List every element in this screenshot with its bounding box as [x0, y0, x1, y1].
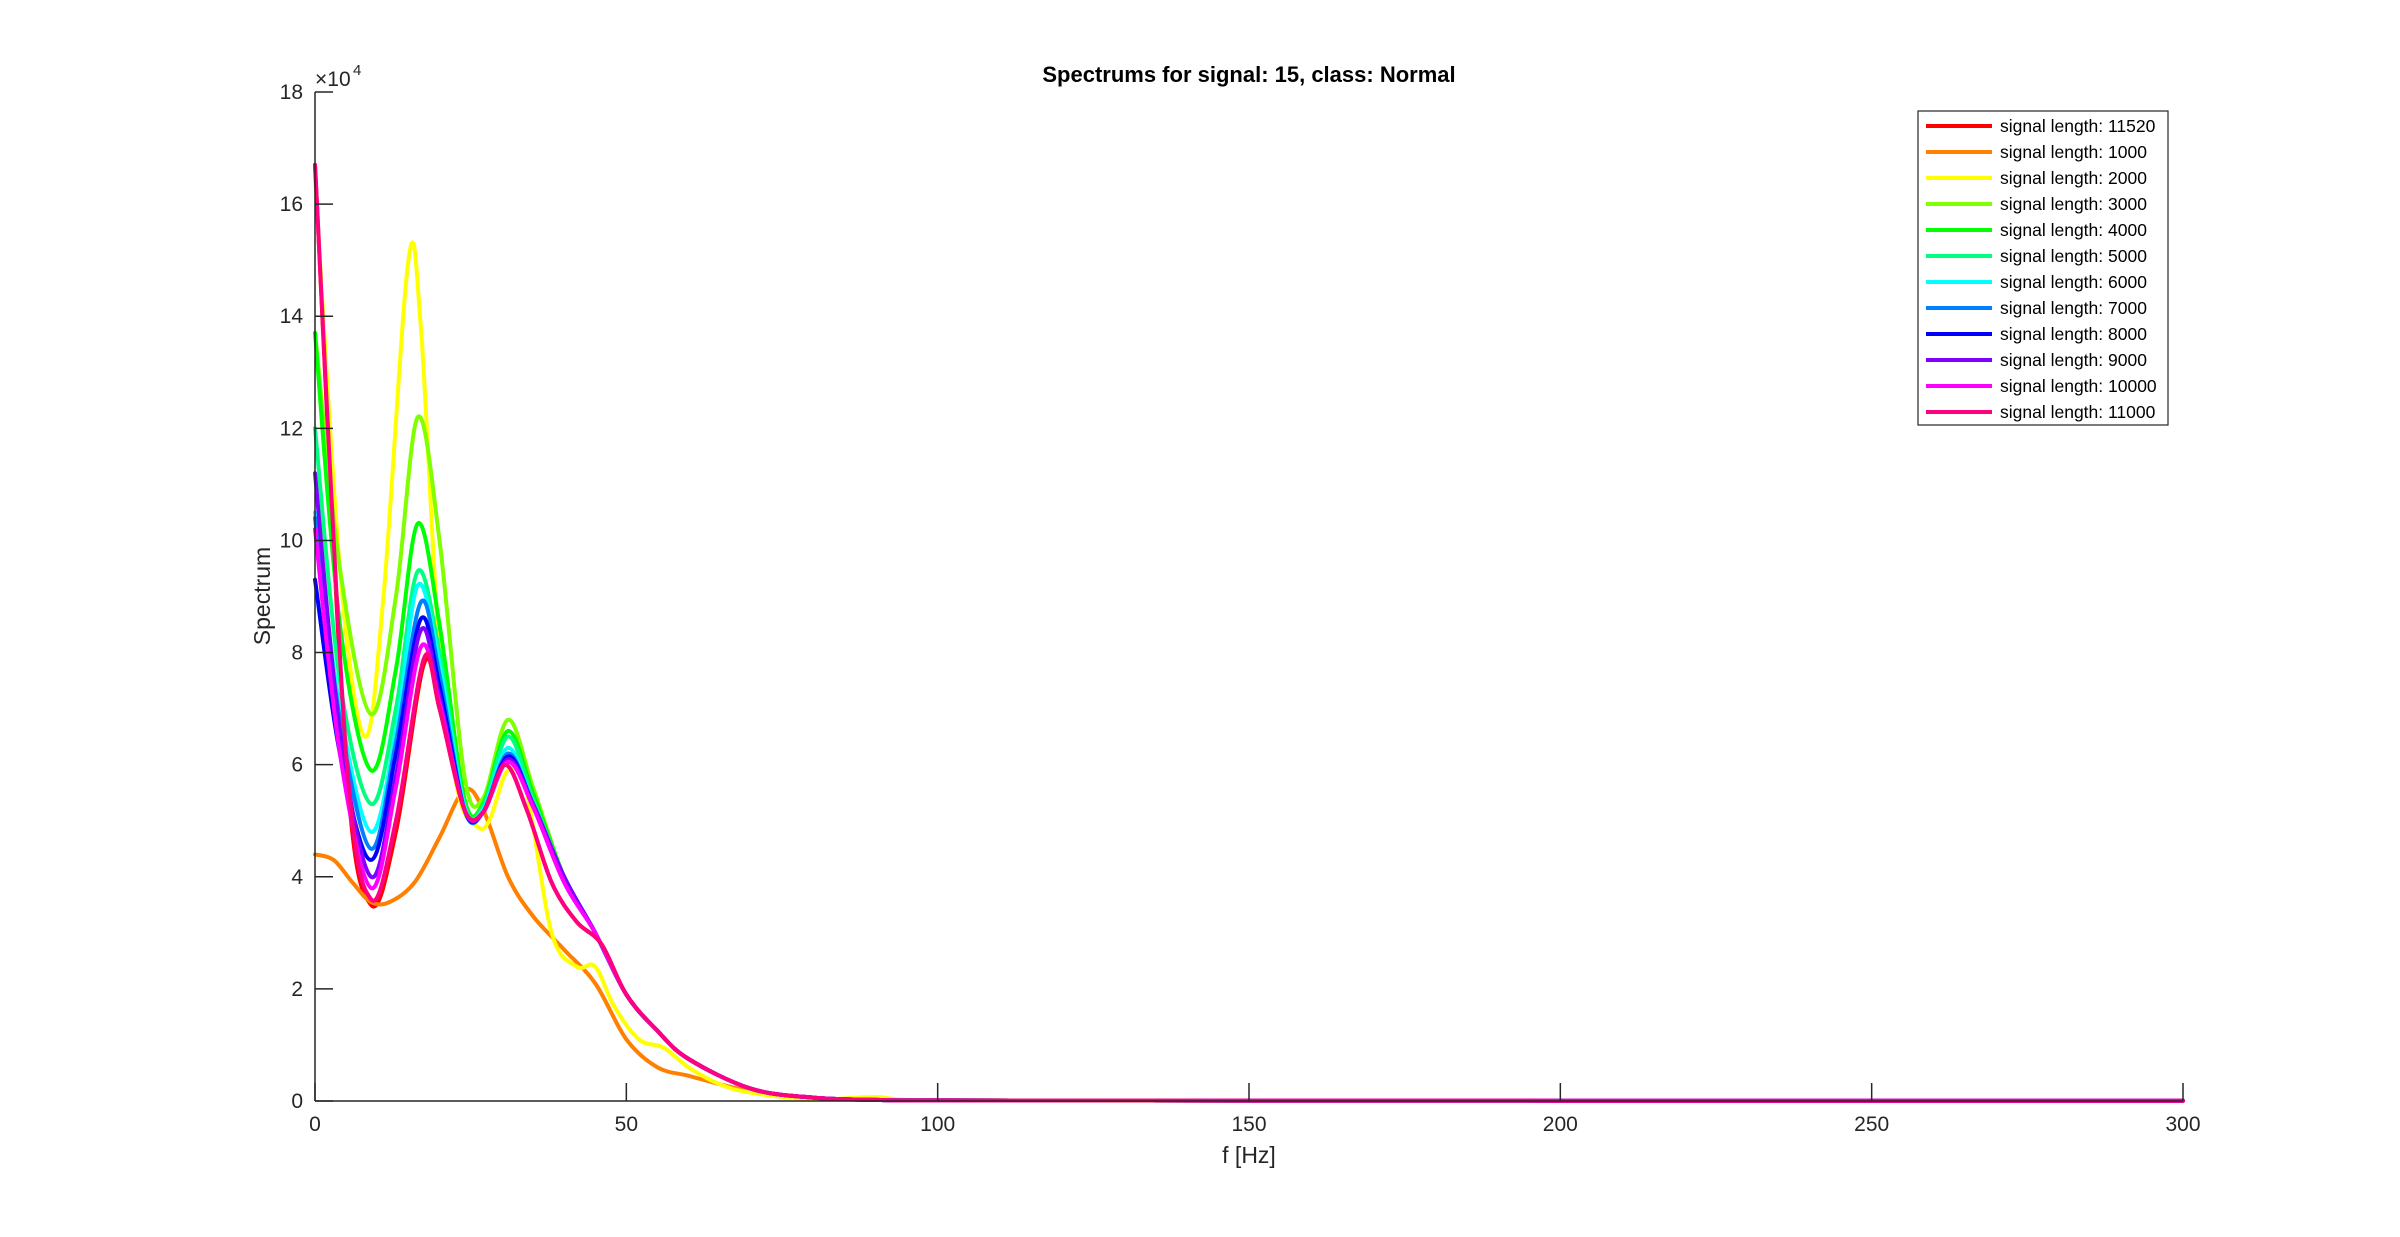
x-tick-label: 200 — [1543, 1113, 1578, 1136]
y-tick-label: 6 — [291, 754, 303, 777]
legend-items: signal length: 11520 signal length: 1000 s… — [1926, 116, 2157, 422]
y-tick-label: 10 — [280, 529, 303, 552]
x-axis-label: f [Hz] — [1222, 1142, 1276, 1168]
y-tick-label: 12 — [280, 417, 303, 440]
y-tick-label: 4 — [291, 866, 303, 889]
y-tick-label: 2 — [291, 978, 303, 1001]
y-tick-label: 14 — [280, 305, 304, 328]
x-tick-label: 150 — [1231, 1113, 1266, 1136]
x-tick-label: 300 — [2165, 1113, 2200, 1136]
y-tick-label: 8 — [291, 642, 303, 665]
legend-entry: signal length: 3000 — [2000, 194, 2147, 214]
y-axis-label: Spectrum — [249, 547, 275, 645]
y-exponent-power: 4 — [353, 62, 361, 79]
legend-entry: signal length: 9000 — [2000, 350, 2147, 370]
legend-entry: signal length: 1000 — [2000, 142, 2147, 162]
x-tick-label: 50 — [615, 1113, 638, 1136]
legend-entry: signal length: 4000 — [2000, 220, 2147, 240]
legend-entry: signal length: 5000 — [2000, 246, 2147, 266]
legend-entry: signal length: 10000 — [2000, 376, 2157, 396]
legend-entry: signal length: 11000 — [2000, 402, 2156, 422]
chart-title: Spectrums for signal: 15, class: Normal — [1042, 62, 1455, 87]
tick-layer: 0 50 100 150 200 250 300 0 2 4 6 8 10 12 14 16 18 — [280, 81, 2201, 1136]
x-tick-label: 100 — [920, 1113, 955, 1136]
y-tick-label: 18 — [280, 81, 303, 104]
y-exponent-base: ×10 — [315, 68, 351, 91]
legend-entry: signal length: 11520 — [2000, 116, 2156, 136]
x-tick-label: 0 — [309, 1113, 321, 1136]
legend-entry: signal length: 8000 — [2000, 324, 2147, 344]
plot-area — [315, 92, 2183, 1101]
legend-entry: signal length: 2000 — [2000, 168, 2147, 188]
legend-entry: signal length: 6000 — [2000, 272, 2147, 292]
y-tick-label: 0 — [291, 1090, 303, 1113]
legend-entry: signal length: 7000 — [2000, 298, 2147, 318]
x-tick-label: 250 — [1854, 1113, 1889, 1136]
y-tick-label: 16 — [280, 193, 303, 216]
legend: signal length: 11520 signal length: 1000 s… — [1917, 110, 2169, 426]
legend-box — [1917, 110, 2169, 426]
y-exponent-multiplier: ×10 4 — [315, 62, 361, 91]
